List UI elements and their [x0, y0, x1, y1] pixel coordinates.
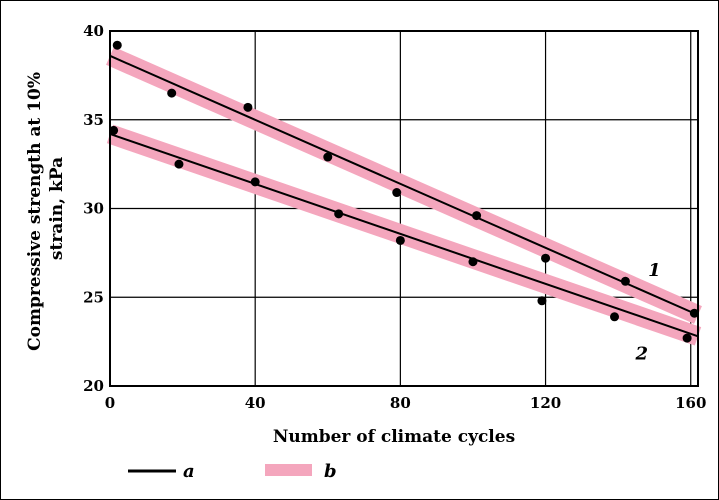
- grid-lines: [110, 31, 698, 386]
- fit-line-series-2: [109, 133, 699, 338]
- curve-label-2: 2: [634, 343, 648, 364]
- data-point-series-2: [174, 159, 184, 169]
- y-tick-label: 40: [83, 22, 104, 40]
- x-tick-label: 160: [675, 394, 706, 412]
- x-tick-label: 120: [530, 394, 561, 412]
- data-point-series-1: [472, 211, 482, 221]
- data-point-series-1: [112, 40, 122, 50]
- x-tick-labels: 0 40 80 120 160: [105, 394, 707, 412]
- y-tick-labels: 20 25 30 35 40: [83, 22, 104, 395]
- data-point-series-1: [323, 152, 333, 162]
- data-point-series-2: [537, 296, 547, 306]
- y-tick-label: 25: [83, 288, 104, 306]
- x-axis-title: Number of climate cycles: [273, 427, 515, 447]
- y-tick-label: 20: [83, 377, 104, 395]
- y-tick-label: 30: [83, 200, 104, 218]
- legend: a b: [128, 461, 337, 482]
- confidence-bands: [106, 46, 702, 346]
- data-point-series-1: [541, 253, 551, 263]
- x-tick-label: 40: [245, 394, 266, 412]
- data-points: [109, 40, 699, 343]
- data-point-series-2: [334, 209, 344, 219]
- data-point-series-1: [689, 308, 699, 318]
- curve-labels: 12: [634, 260, 660, 364]
- x-tick-label: 0: [105, 394, 115, 412]
- y-axis-title-line-2: strain, kPa: [47, 157, 67, 260]
- fit-line-series-1: [109, 54, 699, 316]
- data-point-series-1: [392, 188, 402, 198]
- plot-border: [109, 30, 699, 387]
- data-point-series-2: [468, 257, 478, 267]
- y-axis-title-line-1: Compressive strength at 10%: [25, 72, 45, 351]
- fit-lines: [109, 54, 699, 338]
- y-tick-label: 35: [83, 111, 104, 129]
- x-tick-label: 80: [390, 394, 411, 412]
- curve-label-1: 1: [648, 260, 661, 281]
- legend-label-a: a: [183, 461, 195, 482]
- data-point-series-2: [395, 235, 405, 245]
- data-point-series-2: [610, 312, 620, 322]
- y-axis-title: Compressive strength at 10% strain, kPa: [25, 66, 67, 351]
- legend-label-b: b: [324, 461, 337, 482]
- data-point-series-2: [682, 333, 692, 343]
- data-point-series-1: [620, 276, 630, 286]
- data-point-series-2: [109, 125, 119, 135]
- data-point-series-1: [167, 88, 177, 98]
- data-point-series-1: [243, 102, 253, 112]
- data-point-series-2: [250, 177, 260, 187]
